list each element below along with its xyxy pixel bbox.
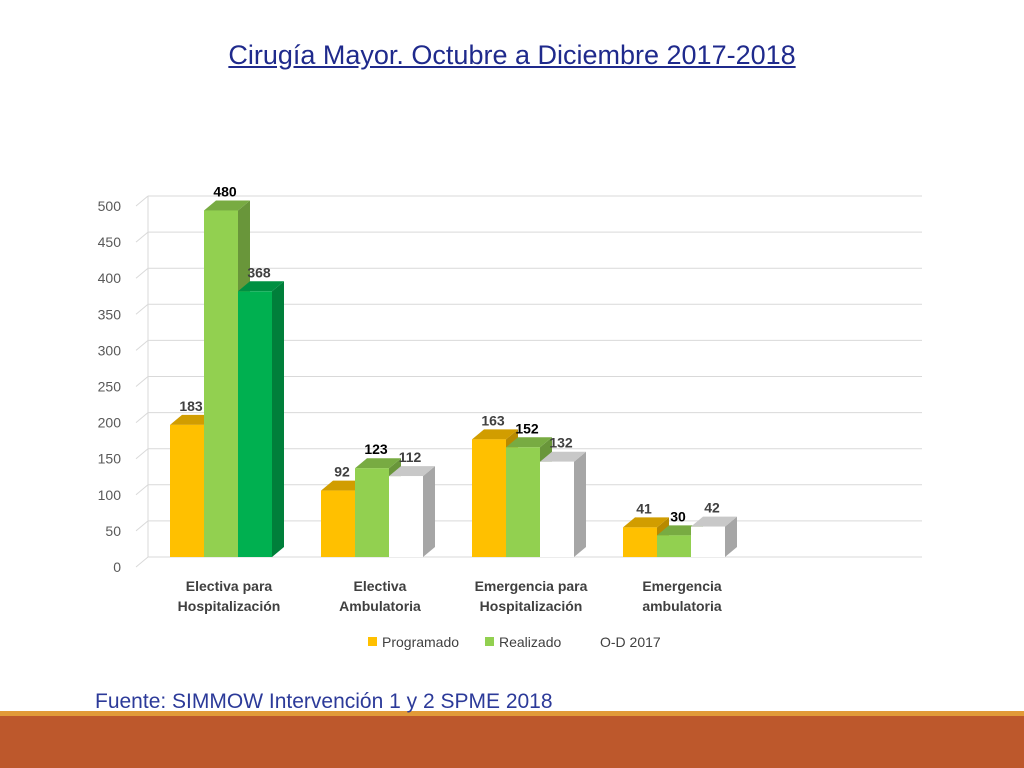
chart-legend: Programado Realizado O-D 2017 bbox=[368, 634, 661, 650]
legend-swatch-programado bbox=[368, 637, 377, 646]
y-tick-label: 150 bbox=[98, 451, 122, 467]
gridline-diag bbox=[135, 195, 149, 207]
gridline-diag bbox=[135, 267, 149, 279]
data-label: 92 bbox=[334, 464, 350, 480]
bar-realizado-2-front bbox=[355, 468, 389, 557]
data-label: 368 bbox=[247, 264, 271, 280]
category-label: Ambulatoria bbox=[339, 598, 421, 614]
gridline-diag bbox=[135, 303, 149, 315]
footer-bar bbox=[0, 716, 1024, 768]
legend-label-realizado: Realizado bbox=[499, 634, 561, 650]
bar-o-d-2017-1-top bbox=[238, 281, 284, 292]
gridline-diag bbox=[135, 484, 149, 496]
bar-realizado-3-front bbox=[506, 447, 540, 557]
gridline-diag bbox=[135, 412, 149, 423]
data-label: 112 bbox=[399, 449, 422, 465]
category-label: ambulatoria bbox=[642, 598, 722, 614]
gridline-diag bbox=[135, 231, 149, 243]
bar-o-d-2017-3-front bbox=[540, 461, 574, 557]
bar-o-d-2017-3-top bbox=[540, 451, 586, 462]
gridline-diag bbox=[135, 376, 149, 387]
bar-realizado-3-top bbox=[506, 437, 552, 448]
source-note: Fuente: SIMMOW Intervención 1 y 2 SPME 2… bbox=[95, 690, 553, 713]
y-tick-label: 500 bbox=[98, 198, 122, 214]
y-tick-label: 400 bbox=[98, 270, 122, 286]
y-tick-label: 0 bbox=[113, 559, 121, 575]
bar-realizado-1-front bbox=[204, 210, 238, 557]
bar-realizado-2-top bbox=[355, 458, 401, 469]
data-label: 41 bbox=[636, 500, 652, 516]
gridline-diag bbox=[135, 448, 149, 460]
gridline-diag bbox=[135, 340, 149, 351]
slide-title: Cirugía Mayor. Octubre a Diciembre 2017-… bbox=[228, 40, 796, 70]
y-tick-label: 50 bbox=[105, 523, 121, 539]
y-tick-label: 350 bbox=[98, 306, 122, 322]
data-label: 163 bbox=[481, 412, 505, 428]
y-tick-label: 200 bbox=[98, 415, 122, 431]
bar-o-d-2017-1-front bbox=[238, 291, 272, 557]
data-label: 183 bbox=[179, 398, 203, 414]
bar-o-d-2017-2-side bbox=[423, 466, 435, 557]
bar-programado-4-top bbox=[623, 517, 669, 528]
y-tick-label: 250 bbox=[98, 379, 122, 395]
bar-o-d-2017-1-side bbox=[272, 281, 284, 557]
bar-o-d-2017-3-side bbox=[574, 451, 586, 557]
data-label: 132 bbox=[549, 435, 573, 451]
x-axis-categories: Electiva para Hospitalización Electiva Ambu… bbox=[178, 578, 722, 614]
data-label: 30 bbox=[670, 508, 686, 524]
data-label: 42 bbox=[704, 500, 720, 516]
category-label: Emergencia para bbox=[475, 578, 588, 594]
category-label: Hospitalización bbox=[178, 598, 281, 614]
bar-programado-2-front bbox=[321, 490, 355, 557]
bar-realizado-1-top bbox=[204, 200, 250, 211]
legend-label-programado: Programado bbox=[382, 634, 459, 650]
gridline-diag bbox=[135, 556, 149, 568]
bar-programado-3-top bbox=[472, 429, 518, 440]
data-label: 480 bbox=[213, 183, 237, 199]
y-tick-label: 100 bbox=[98, 487, 122, 503]
bar-realizado-4-front bbox=[657, 535, 691, 557]
bar-o-d-2017-2-top bbox=[389, 466, 435, 477]
data-label: 152 bbox=[515, 420, 539, 436]
bar-o-d-2017-4-front bbox=[691, 526, 725, 557]
category-label: Hospitalización bbox=[480, 598, 583, 614]
bar-programado-1-front bbox=[170, 424, 204, 557]
y-axis-ticks: 0 50 100 150 200 250 300 350 400 450 500 bbox=[98, 198, 122, 575]
bar-o-d-2017-4-top bbox=[691, 516, 737, 527]
gridline-diag bbox=[135, 520, 149, 532]
category-label: Emergencia bbox=[642, 578, 722, 594]
category-label: Electiva para bbox=[186, 578, 273, 594]
y-tick-label: 450 bbox=[98, 234, 122, 250]
footer-accent-bar bbox=[0, 711, 1024, 716]
data-label: 123 bbox=[364, 441, 388, 457]
chart-bars bbox=[170, 200, 737, 557]
bar-o-d-2017-4-side bbox=[725, 516, 737, 557]
data-labels: 183 92 163 41 480 123 152 30 368 112 132 42 bbox=[179, 183, 720, 524]
category-label: Electiva bbox=[354, 578, 407, 594]
bar-programado-3-front bbox=[472, 439, 506, 557]
y-tick-label: 300 bbox=[98, 342, 122, 358]
bar-programado-4-front bbox=[623, 527, 657, 557]
bar-o-d-2017-2-front bbox=[389, 476, 423, 557]
legend-swatch-realizado bbox=[485, 637, 494, 646]
legend-label-o-d-2017: O-D 2017 bbox=[600, 634, 661, 650]
